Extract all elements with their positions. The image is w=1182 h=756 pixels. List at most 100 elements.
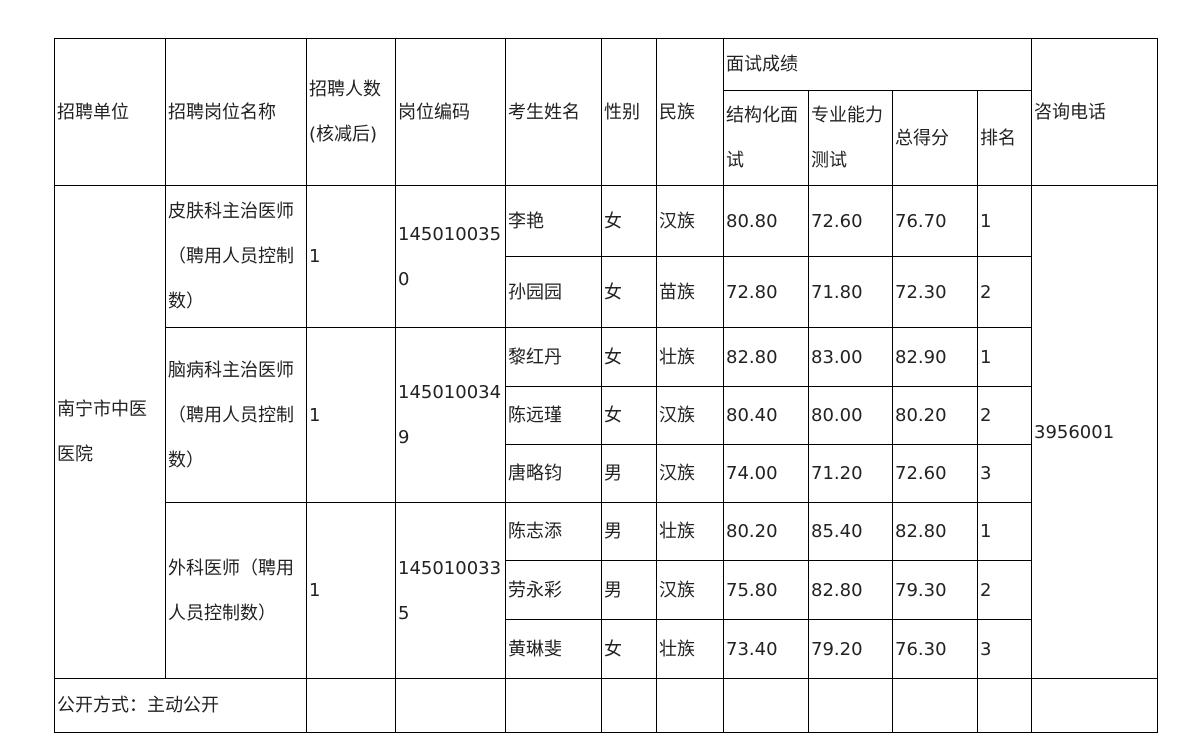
structured-cell: 80.20 — [723, 502, 809, 561]
total-cell: 79.30 — [892, 560, 978, 620]
code-cell: 1450100349 — [395, 327, 506, 503]
empty-cell — [977, 678, 1032, 733]
table-row: 陈远瑾女汉族 80.40 80.00 80.20 2 — [55, 386, 1158, 445]
empty-cell — [892, 678, 978, 733]
structured-cell: 82.80 — [723, 327, 809, 387]
gender-cell: 女 — [601, 185, 657, 257]
rank-cell: 2 — [977, 386, 1032, 445]
count-cell: 1 — [306, 185, 396, 328]
disclosure-method: 公开方式：主动公开 — [54, 678, 307, 733]
rank-cell: 2 — [977, 256, 1032, 328]
total-cell: 72.30 — [892, 256, 978, 328]
header-gender: 性别 — [601, 38, 657, 186]
gender-cell: 女 — [601, 619, 657, 679]
code-cell: 1450100350 — [395, 185, 506, 328]
rank-cell: 1 — [977, 327, 1032, 387]
table-row: 劳永彩男汉族 75.80 82.80 79.30 2 — [55, 560, 1158, 620]
table-row: 唐略钧男汉族 74.00 71.20 72.60 3 — [55, 444, 1158, 503]
header-interview: 面试成绩 — [723, 38, 1032, 91]
table-row: 外科医师（聘用人员控制数） 1 1450100335 陈志添男壮族 80.20 85.40… — [55, 502, 1158, 679]
ethnicity-cell: 汉族 — [656, 386, 724, 445]
name-cell: 孙园园 — [505, 256, 602, 328]
header-professional: 专业能力测试 — [808, 90, 893, 186]
structured-cell: 73.40 — [723, 619, 809, 679]
post-cell: 脑病科主治医师（聘用人员控制数） — [165, 327, 307, 503]
table-row: 脑病科主治医师（聘用人员控制数） 1 1450100349 黎红丹女壮族 82.80 83… — [55, 327, 1158, 503]
table-row: 南宁市中医医院 皮肤科主治医师（聘用人员控制数） 1 1450100350 李艳女汉族 8… — [54, 185, 1158, 679]
gender-cell: 女 — [601, 256, 657, 328]
header-name: 考生姓名 — [505, 38, 602, 186]
structured-cell: 80.40 — [723, 386, 809, 445]
name-cell: 黎红丹 — [505, 327, 602, 387]
header-rank: 排名 — [977, 90, 1032, 186]
empty-cell — [1031, 678, 1158, 733]
empty-cell — [808, 678, 893, 733]
count-cell: 1 — [306, 502, 396, 679]
total-cell: 72.60 — [892, 444, 978, 503]
total-cell: 82.90 — [892, 327, 978, 387]
structured-cell: 80.80 — [723, 185, 809, 257]
total-cell: 76.30 — [892, 619, 978, 679]
ethnicity-cell: 汉族 — [656, 185, 724, 257]
rank-cell: 1 — [977, 185, 1032, 257]
professional-cell: 71.80 — [808, 256, 893, 328]
gender-cell: 男 — [601, 502, 657, 561]
header-count: 招聘人数(核减后) — [306, 38, 396, 186]
ethnicity-cell: 汉族 — [656, 444, 724, 503]
results-table: 招聘单位 招聘岗位名称 招聘人数(核减后) 岗位编码 考生姓名 性别 民族 面试… — [54, 38, 1158, 733]
header-post-name: 招聘岗位名称 — [165, 38, 307, 186]
empty-cell — [306, 678, 396, 733]
ethnicity-cell: 壮族 — [656, 619, 724, 679]
rank-cell: 2 — [977, 560, 1032, 620]
name-cell: 黄琳斐 — [505, 619, 602, 679]
rank-cell: 3 — [977, 619, 1032, 679]
name-cell: 李艳 — [505, 185, 602, 257]
ethnicity-cell: 壮族 — [656, 327, 724, 387]
structured-cell: 74.00 — [723, 444, 809, 503]
header-phone: 咨询电话 — [1031, 38, 1158, 186]
table-row: 黄琳斐女壮族 73.40 79.20 76.30 3 — [55, 619, 1158, 679]
post-cell: 皮肤科主治医师（聘用人员控制数） — [165, 185, 307, 328]
total-cell: 76.70 — [892, 185, 978, 257]
gender-cell: 女 — [601, 386, 657, 445]
empty-cell — [395, 678, 506, 733]
unit-cell: 南宁市中医医院 — [54, 185, 166, 679]
structured-cell: 72.80 — [723, 256, 809, 328]
count-cell: 1 — [306, 327, 396, 503]
empty-cell — [505, 678, 602, 733]
ethnicity-cell: 汉族 — [656, 560, 724, 620]
header-ethnicity: 民族 — [656, 38, 724, 186]
empty-cell — [723, 678, 809, 733]
name-cell: 唐略钧 — [505, 444, 602, 503]
header-unit: 招聘单位 — [54, 38, 166, 186]
total-cell: 80.20 — [892, 386, 978, 445]
header-total: 总得分 — [892, 90, 978, 186]
post-cell: 外科医师（聘用人员控制数） — [165, 502, 307, 679]
header-post-code: 岗位编码 — [395, 38, 506, 186]
empty-cell — [601, 678, 657, 733]
ethnicity-cell: 苗族 — [656, 256, 724, 328]
rank-cell: 3 — [977, 444, 1032, 503]
gender-cell: 男 — [601, 560, 657, 620]
professional-cell: 80.00 — [808, 386, 893, 445]
rank-cell: 1 — [977, 502, 1032, 561]
empty-cell — [656, 678, 724, 733]
name-cell: 陈志添 — [505, 502, 602, 561]
header-structured: 结构化面试 — [723, 90, 809, 186]
name-cell: 陈远瑾 — [505, 386, 602, 445]
code-cell: 1450100335 — [395, 502, 506, 679]
name-cell: 劳永彩 — [505, 560, 602, 620]
ethnicity-cell: 壮族 — [656, 502, 724, 561]
professional-cell: 82.80 — [808, 560, 893, 620]
phone-cell: 3956001 — [1031, 185, 1158, 679]
professional-cell: 85.40 — [808, 502, 893, 561]
professional-cell: 79.20 — [808, 619, 893, 679]
structured-cell: 75.80 — [723, 560, 809, 620]
professional-cell: 83.00 — [808, 327, 893, 387]
footer-row: 公开方式：主动公开 — [54, 678, 1158, 733]
gender-cell: 男 — [601, 444, 657, 503]
professional-cell: 71.20 — [808, 444, 893, 503]
total-cell: 82.80 — [892, 502, 978, 561]
table-row: 孙园园女苗族 72.80 71.80 72.30 2 — [55, 256, 1158, 328]
gender-cell: 女 — [601, 327, 657, 387]
